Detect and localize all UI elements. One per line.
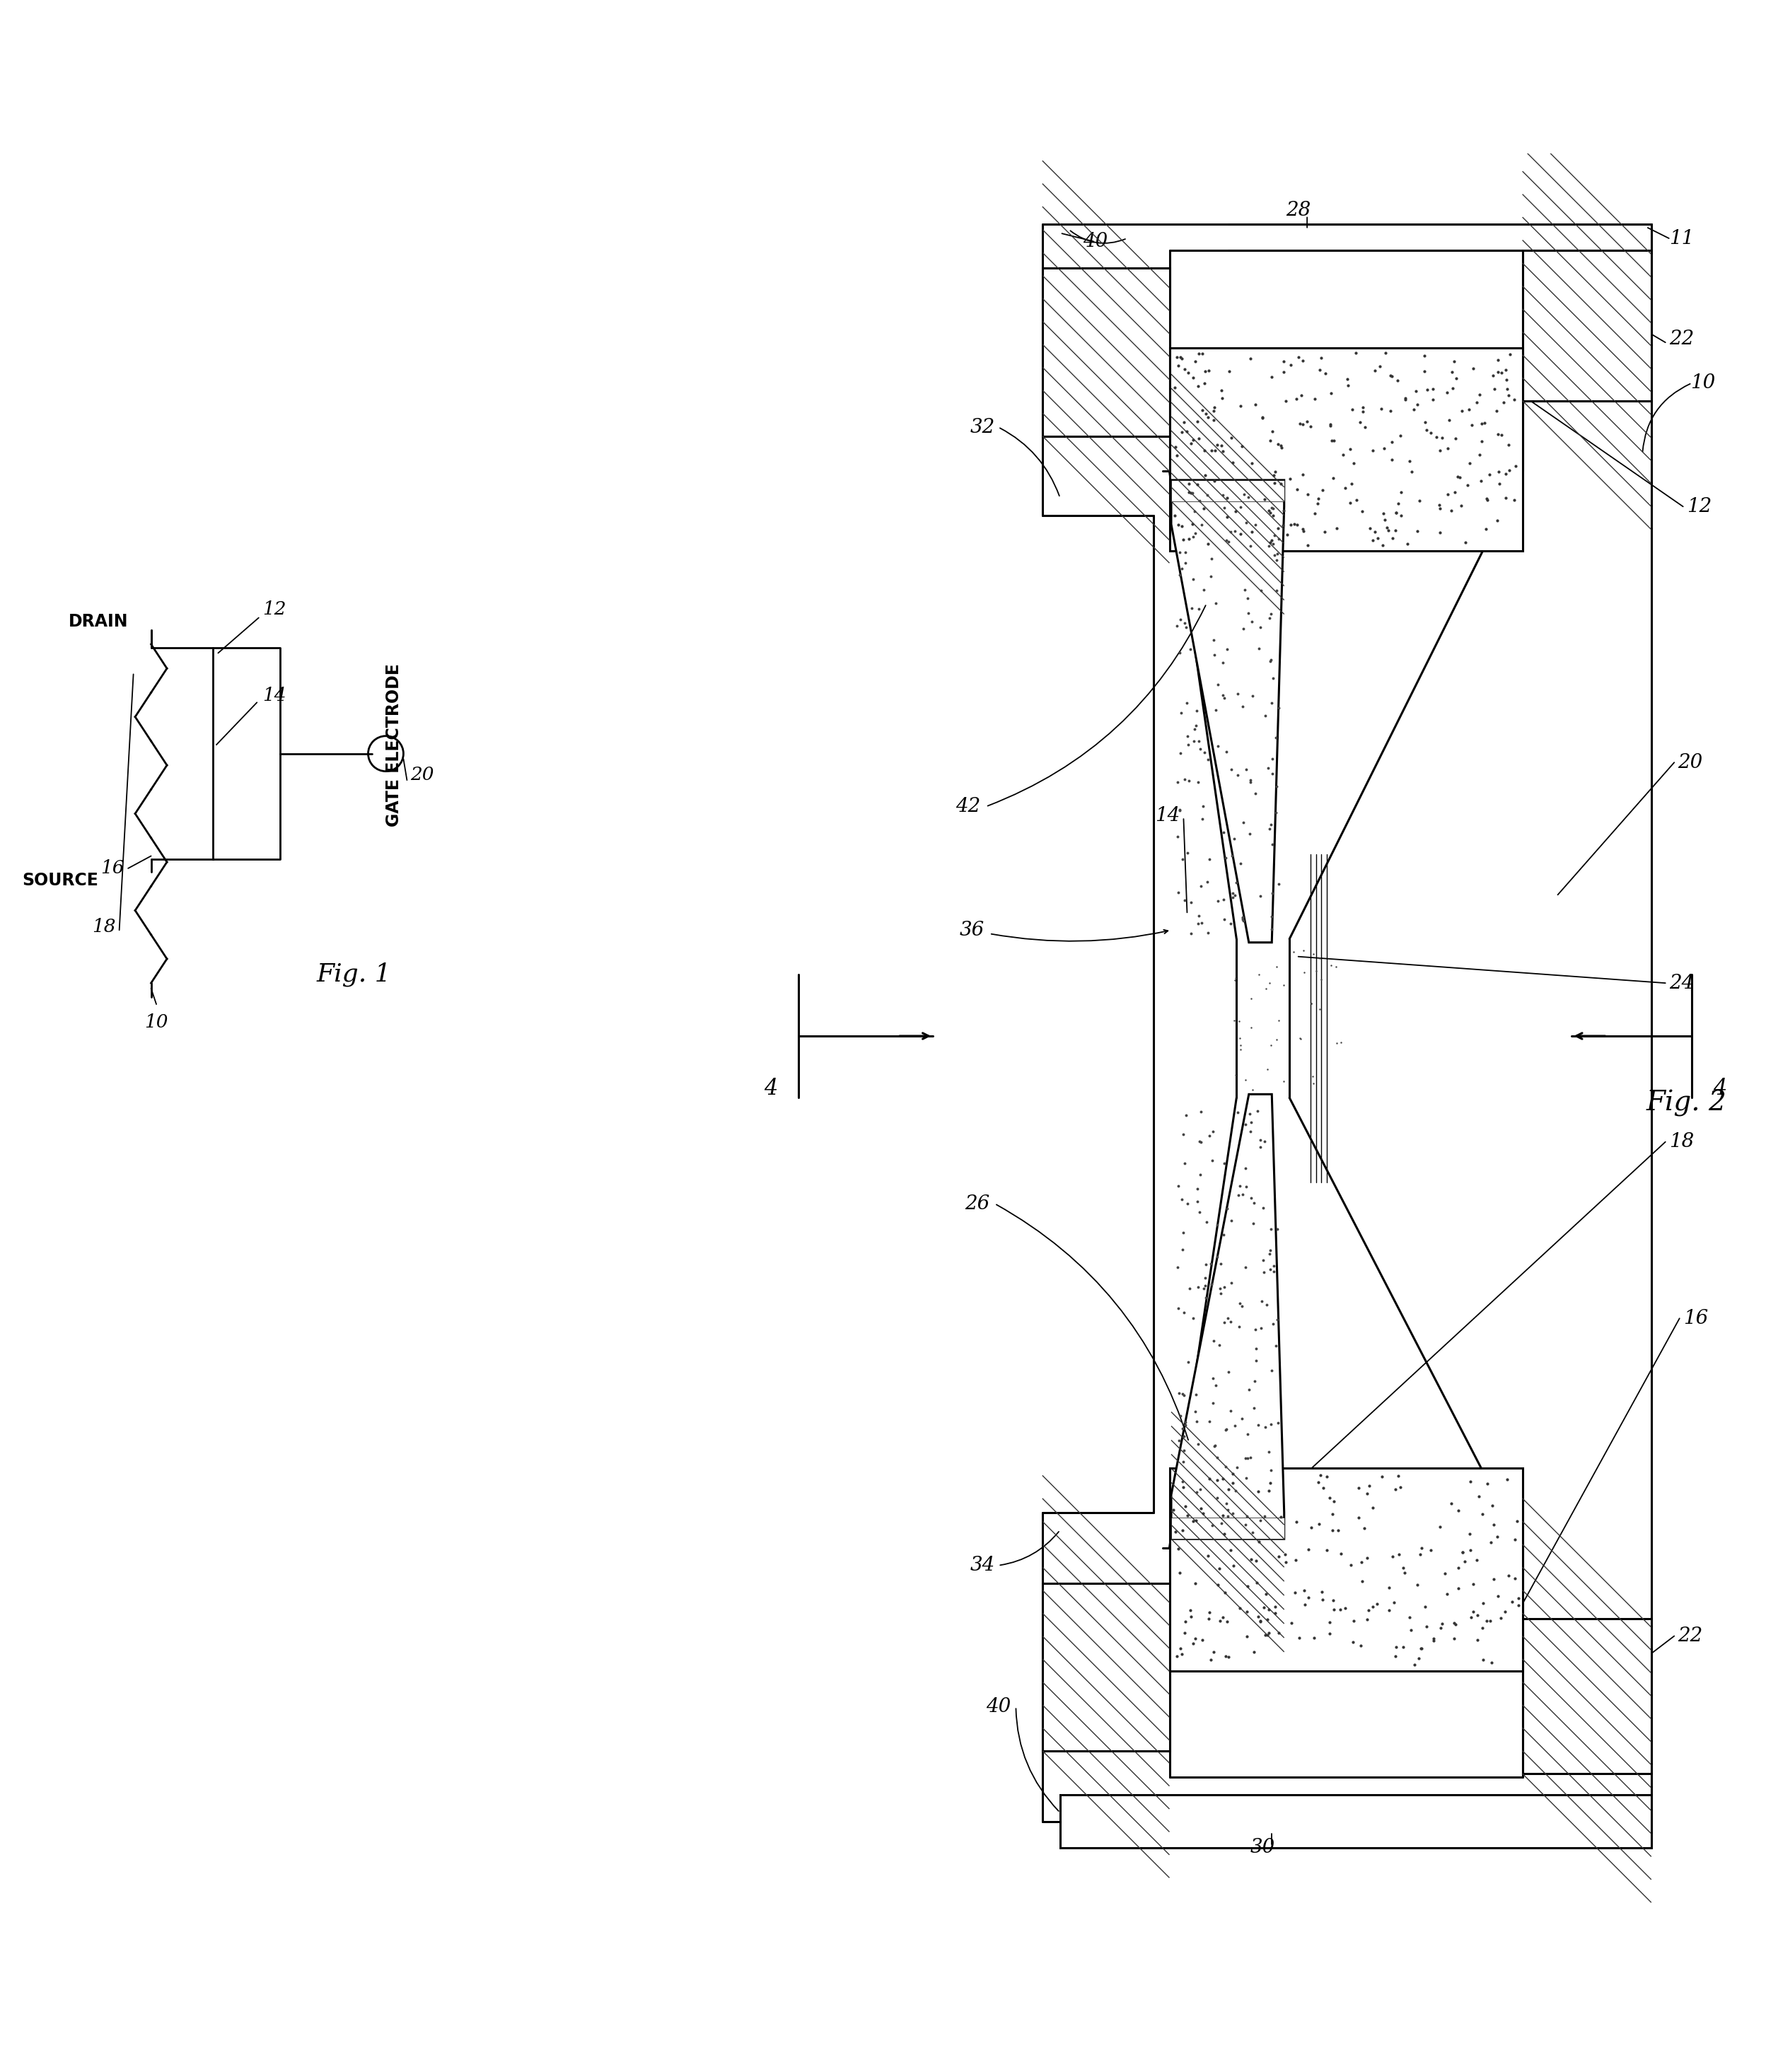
Bar [1042, 1583, 1169, 1751]
Bar [1522, 251, 1651, 400]
Bar [1171, 1519, 1284, 1539]
Text: 12: 12 [1687, 497, 1711, 516]
Text: 10: 10 [145, 1013, 168, 1030]
Bar [1042, 1583, 1169, 1751]
Text: 22: 22 [1669, 329, 1694, 348]
Text: 42: 42 [955, 798, 980, 816]
Text: 26: 26 [964, 1193, 989, 1214]
Text: DRAIN: DRAIN [69, 613, 129, 630]
Bar [1171, 481, 1284, 501]
Text: 18: 18 [92, 918, 117, 934]
Text: 16: 16 [1683, 1310, 1708, 1328]
Bar [1060, 1794, 1651, 1848]
Text: 16: 16 [101, 860, 125, 876]
Bar [1171, 481, 1284, 501]
Bar [1169, 348, 1522, 551]
Text: 22: 22 [1678, 1627, 1702, 1645]
Text: 36: 36 [959, 920, 984, 941]
Bar [1522, 251, 1651, 400]
Text: 18: 18 [1669, 1131, 1694, 1152]
Text: 34: 34 [970, 1556, 994, 1575]
Text: 32: 32 [970, 419, 994, 437]
Text: 4: 4 [765, 1077, 777, 1100]
Polygon shape [1171, 1094, 1284, 1539]
Bar [1042, 267, 1169, 435]
Bar [1522, 1618, 1651, 1774]
Bar [1171, 1519, 1284, 1539]
Text: 14: 14 [261, 686, 286, 704]
Text: 24: 24 [1669, 974, 1694, 992]
Text: 11: 11 [1669, 228, 1694, 249]
Bar [1042, 267, 1169, 435]
Text: 14: 14 [1155, 806, 1180, 825]
Text: GATE ELECTRODE: GATE ELECTRODE [385, 663, 403, 827]
Text: 20: 20 [1678, 752, 1702, 773]
Text: 30: 30 [1250, 1838, 1275, 1857]
Text: 40: 40 [985, 1697, 1010, 1716]
Text: Fig. 2: Fig. 2 [1646, 1090, 1727, 1117]
Text: Fig. 1: Fig. 1 [316, 961, 392, 986]
Text: 4: 4 [1713, 1077, 1727, 1100]
Bar [1522, 1618, 1651, 1774]
Text: 12: 12 [261, 601, 286, 617]
Text: 28: 28 [1286, 201, 1310, 220]
Text: SOURCE: SOURCE [21, 872, 99, 889]
Text: 40: 40 [1083, 232, 1107, 251]
Text: 20: 20 [410, 767, 434, 783]
Polygon shape [1171, 481, 1284, 943]
Text: 10: 10 [1690, 373, 1715, 392]
Bar [1169, 1469, 1522, 1672]
